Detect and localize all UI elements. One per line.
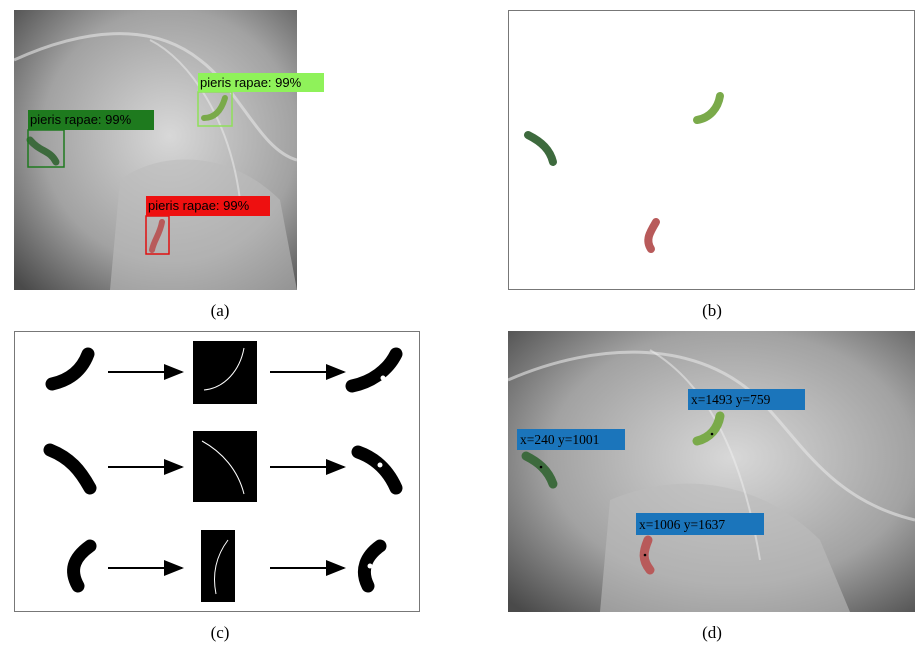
caption: (c): [211, 623, 230, 642]
page: pieris rapae: 99% pieris rapae: 99% pier…: [0, 0, 921, 646]
point-label: x=1493 y=759: [691, 392, 771, 407]
mask-panel: [509, 11, 915, 290]
caption: (a): [211, 301, 230, 320]
point-label: x=1006 y=1637: [639, 517, 725, 532]
point-label: x=240 y=1001: [520, 432, 599, 447]
detection-label: pieris rapae: 99%: [200, 75, 302, 90]
caption: (b): [702, 301, 722, 320]
photo-a: [14, 10, 297, 290]
caption: (d): [702, 623, 722, 642]
photo-d: [508, 331, 915, 612]
detection-label: pieris rapae: 99%: [148, 198, 250, 213]
figure: pieris rapae: 99% pieris rapae: 99% pier…: [0, 0, 921, 646]
detection-label: pieris rapae: 99%: [30, 112, 132, 127]
